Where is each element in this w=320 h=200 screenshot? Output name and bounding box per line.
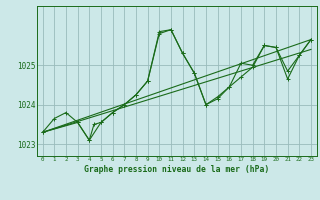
X-axis label: Graphe pression niveau de la mer (hPa): Graphe pression niveau de la mer (hPa)	[84, 165, 269, 174]
